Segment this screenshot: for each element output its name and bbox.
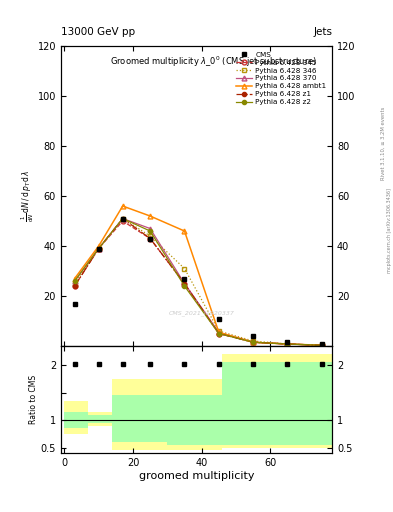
Pythia 6.428 z2 xyxy=(182,283,187,289)
Line: Pythia 6.428 ambt1: Pythia 6.428 ambt1 xyxy=(72,204,324,348)
Y-axis label: Ratio to CMS: Ratio to CMS xyxy=(29,375,38,424)
Pythia 6.428 z1 xyxy=(182,281,187,287)
Pythia 6.428 345 xyxy=(285,341,290,347)
Pythia 6.428 z2 xyxy=(72,278,77,284)
Pythia 6.428 346 xyxy=(182,265,187,271)
Pythia 6.428 z1 xyxy=(148,236,152,242)
Pythia 6.428 z2 xyxy=(217,330,221,336)
CMS xyxy=(251,333,255,339)
Pythia 6.428 z2 xyxy=(148,228,152,234)
Legend: CMS, Pythia 6.428 345, Pythia 6.428 346, Pythia 6.428 370, Pythia 6.428 ambt1, P: CMS, Pythia 6.428 345, Pythia 6.428 346,… xyxy=(234,50,329,107)
CMS xyxy=(72,301,77,307)
Pythia 6.428 345 xyxy=(182,281,187,287)
Pythia 6.428 ambt1 xyxy=(72,275,77,282)
Pythia 6.428 ambt1 xyxy=(285,341,290,347)
Pythia 6.428 ambt1 xyxy=(217,329,221,335)
Pythia 6.428 345 xyxy=(320,342,324,348)
Pythia 6.428 370 xyxy=(148,225,152,231)
Pythia 6.428 z2 xyxy=(285,341,290,347)
Pythia 6.428 346 xyxy=(148,233,152,239)
Pythia 6.428 370 xyxy=(120,216,125,222)
X-axis label: groomed multiplicity: groomed multiplicity xyxy=(139,471,254,481)
Pythia 6.428 370 xyxy=(182,281,187,287)
Y-axis label: $\frac{1}{\mathrm{d}N}\,\mathrm{d}N\,/\,\mathrm{d}\,p_T\,\mathrm{d}\,\lambda$: $\frac{1}{\mathrm{d}N}\,\mathrm{d}N\,/\,… xyxy=(20,170,36,222)
Text: CMS_2021_I1920337: CMS_2021_I1920337 xyxy=(169,310,235,316)
Pythia 6.428 346 xyxy=(251,338,255,344)
Pythia 6.428 ambt1 xyxy=(251,339,255,345)
Line: Pythia 6.428 z2: Pythia 6.428 z2 xyxy=(73,217,324,347)
Pythia 6.428 345 xyxy=(251,339,255,345)
CMS xyxy=(120,216,125,222)
CMS xyxy=(285,339,290,345)
CMS xyxy=(320,341,324,347)
Pythia 6.428 370 xyxy=(285,341,290,347)
Pythia 6.428 z2 xyxy=(96,245,101,251)
Pythia 6.428 ambt1 xyxy=(182,228,187,234)
Pythia 6.428 346 xyxy=(320,342,324,348)
Pythia 6.428 370 xyxy=(96,245,101,251)
Pythia 6.428 370 xyxy=(72,278,77,284)
Pythia 6.428 z1 xyxy=(251,339,255,345)
Pythia 6.428 z1 xyxy=(120,216,125,222)
CMS xyxy=(217,315,221,322)
Line: Pythia 6.428 z1: Pythia 6.428 z1 xyxy=(73,217,324,347)
Pythia 6.428 ambt1 xyxy=(96,243,101,249)
Line: Pythia 6.428 346: Pythia 6.428 346 xyxy=(72,216,324,348)
CMS xyxy=(182,275,187,282)
Line: CMS: CMS xyxy=(72,216,324,347)
Pythia 6.428 z1 xyxy=(217,330,221,336)
Pythia 6.428 z1 xyxy=(72,283,77,289)
Text: Jets: Jets xyxy=(313,27,332,37)
Pythia 6.428 z1 xyxy=(96,245,101,251)
Pythia 6.428 ambt1 xyxy=(320,342,324,348)
Pythia 6.428 346 xyxy=(217,328,221,334)
Text: 13000 GeV pp: 13000 GeV pp xyxy=(61,27,135,37)
Pythia 6.428 346 xyxy=(285,341,290,347)
Pythia 6.428 345 xyxy=(96,245,101,251)
Pythia 6.428 ambt1 xyxy=(148,213,152,219)
Pythia 6.428 370 xyxy=(320,342,324,348)
Text: Rivet 3.1.10, ≥ 3.2M events: Rivet 3.1.10, ≥ 3.2M events xyxy=(381,106,386,180)
Pythia 6.428 345 xyxy=(148,236,152,242)
Line: Pythia 6.428 370: Pythia 6.428 370 xyxy=(72,216,324,348)
Pythia 6.428 346 xyxy=(120,216,125,222)
Pythia 6.428 345 xyxy=(120,218,125,224)
Line: Pythia 6.428 345: Pythia 6.428 345 xyxy=(72,219,324,348)
CMS xyxy=(148,236,152,242)
Pythia 6.428 z2 xyxy=(251,339,255,345)
Pythia 6.428 345 xyxy=(217,330,221,336)
Pythia 6.428 z2 xyxy=(320,342,324,348)
CMS xyxy=(96,245,101,251)
Text: Groomed multiplicity $\lambda\_0^0$ (CMS jet substructure): Groomed multiplicity $\lambda\_0^0$ (CMS… xyxy=(110,55,317,70)
Pythia 6.428 370 xyxy=(217,329,221,335)
Pythia 6.428 346 xyxy=(96,245,101,251)
Pythia 6.428 z2 xyxy=(120,216,125,222)
Pythia 6.428 z1 xyxy=(320,342,324,348)
Text: mcplots.cern.ch [arXiv:1306.3436]: mcplots.cern.ch [arXiv:1306.3436] xyxy=(387,188,391,273)
Pythia 6.428 z1 xyxy=(285,341,290,347)
Pythia 6.428 370 xyxy=(251,339,255,345)
Pythia 6.428 345 xyxy=(72,283,77,289)
Pythia 6.428 ambt1 xyxy=(120,203,125,209)
Pythia 6.428 346 xyxy=(72,281,77,287)
